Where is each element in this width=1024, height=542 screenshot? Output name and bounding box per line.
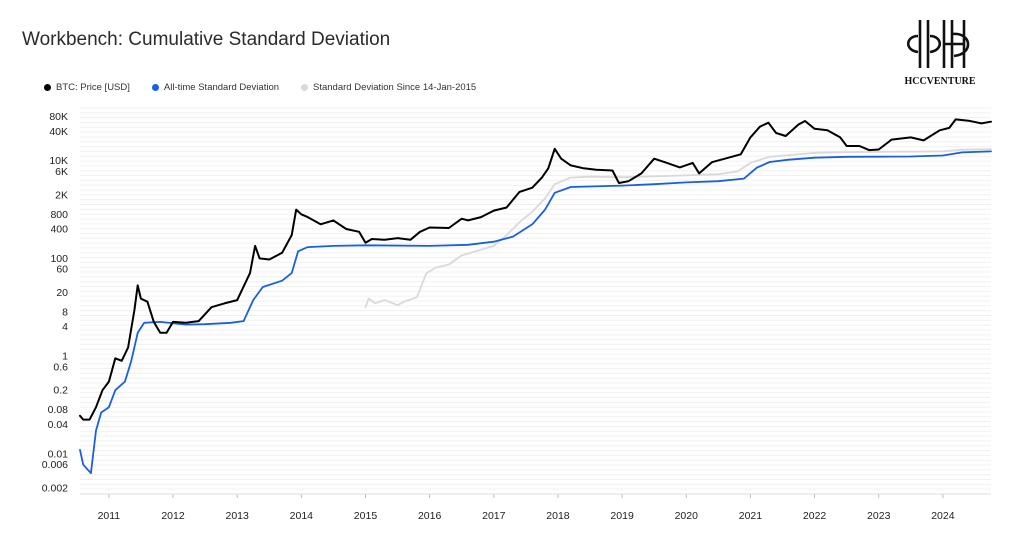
chart-legend: BTC: Price [USD] All-time Standard Devia… — [44, 82, 476, 93]
x-tick-label: 2012 — [161, 510, 185, 522]
x-tick-label: 2015 — [354, 510, 378, 522]
x-tick-label: 2017 — [482, 510, 506, 522]
y-tick-label: 0.08 — [48, 404, 69, 416]
hccventure-logo: HCCVENTURE — [894, 14, 986, 90]
legend-swatch — [301, 84, 309, 91]
logo-mark-icon: HCCVENTURE — [904, 20, 976, 87]
x-axis-ticks: 2011 2012 2013 2014 2015 2016 2017 2018 2019 2020… — [80, 493, 991, 522]
legend-label: BTC: Price [USD] — [56, 82, 130, 93]
x-tick-label: 2018 — [546, 510, 570, 522]
y-tick-label: 60 — [56, 264, 68, 276]
y-tick-label: 20 — [56, 287, 68, 299]
y-tick-label: 1 — [62, 351, 68, 363]
series-lines — [79, 118, 992, 475]
y-tick-label: 4 — [62, 321, 68, 333]
legend-swatch — [151, 84, 159, 91]
page-title: Workbench: Cumulative Standard Deviation — [22, 29, 391, 50]
legend-item-sd-since-2015[interactable]: Standard Deviation Since 14-Jan-2015 — [301, 82, 476, 93]
x-tick-label: 2024 — [931, 510, 955, 522]
y-tick-label: 10K — [49, 155, 68, 167]
y-tick-label: 0.2 — [53, 385, 68, 397]
y-tick-label: 0.01 — [48, 448, 69, 460]
grid-lines — [80, 107, 991, 495]
legend-label: All-time Standard Deviation — [163, 82, 280, 93]
y-tick-label: 800 — [50, 209, 68, 221]
y-tick-label: 0.002 — [42, 482, 68, 494]
legend-label: Standard Deviation Since 14-Jan-2015 — [313, 82, 477, 93]
legend-swatch — [44, 84, 51, 91]
x-tick-label: 2011 — [98, 510, 121, 522]
x-tick-label: 2022 — [803, 510, 827, 522]
legend-item-btc-price[interactable]: BTC: Price [USD] — [44, 82, 130, 93]
x-tick-label: 2013 — [225, 510, 249, 522]
y-tick-label: 80K — [49, 111, 68, 123]
x-tick-label: 2016 — [418, 510, 442, 522]
y-tick-label: 0.006 — [42, 459, 68, 471]
x-tick-label: 2014 — [290, 510, 314, 522]
all-time-sd-line — [79, 150, 992, 475]
y-tick-label: 2K — [55, 189, 68, 201]
sd-since-2015-line — [364, 148, 992, 309]
x-tick-label: 2020 — [675, 510, 699, 522]
y-tick-label: 6K — [55, 166, 68, 178]
y-tick-label: 100 — [50, 253, 68, 265]
x-tick-label: 2021 — [739, 510, 763, 522]
x-tick-label: 2023 — [867, 510, 891, 522]
y-tick-label: 400 — [50, 223, 68, 235]
logo-text: HCCVENTURE — [904, 76, 975, 87]
legend-item-all-time-sd[interactable]: All-time Standard Deviation — [151, 82, 280, 93]
btc-price-line — [79, 118, 992, 421]
y-tick-label: 0.6 — [53, 361, 68, 373]
y-tick-label: 8 — [62, 306, 68, 318]
y-tick-label: 40K — [49, 126, 68, 138]
x-tick-label: 2019 — [610, 510, 634, 522]
y-tick-label: 0.04 — [48, 419, 69, 431]
